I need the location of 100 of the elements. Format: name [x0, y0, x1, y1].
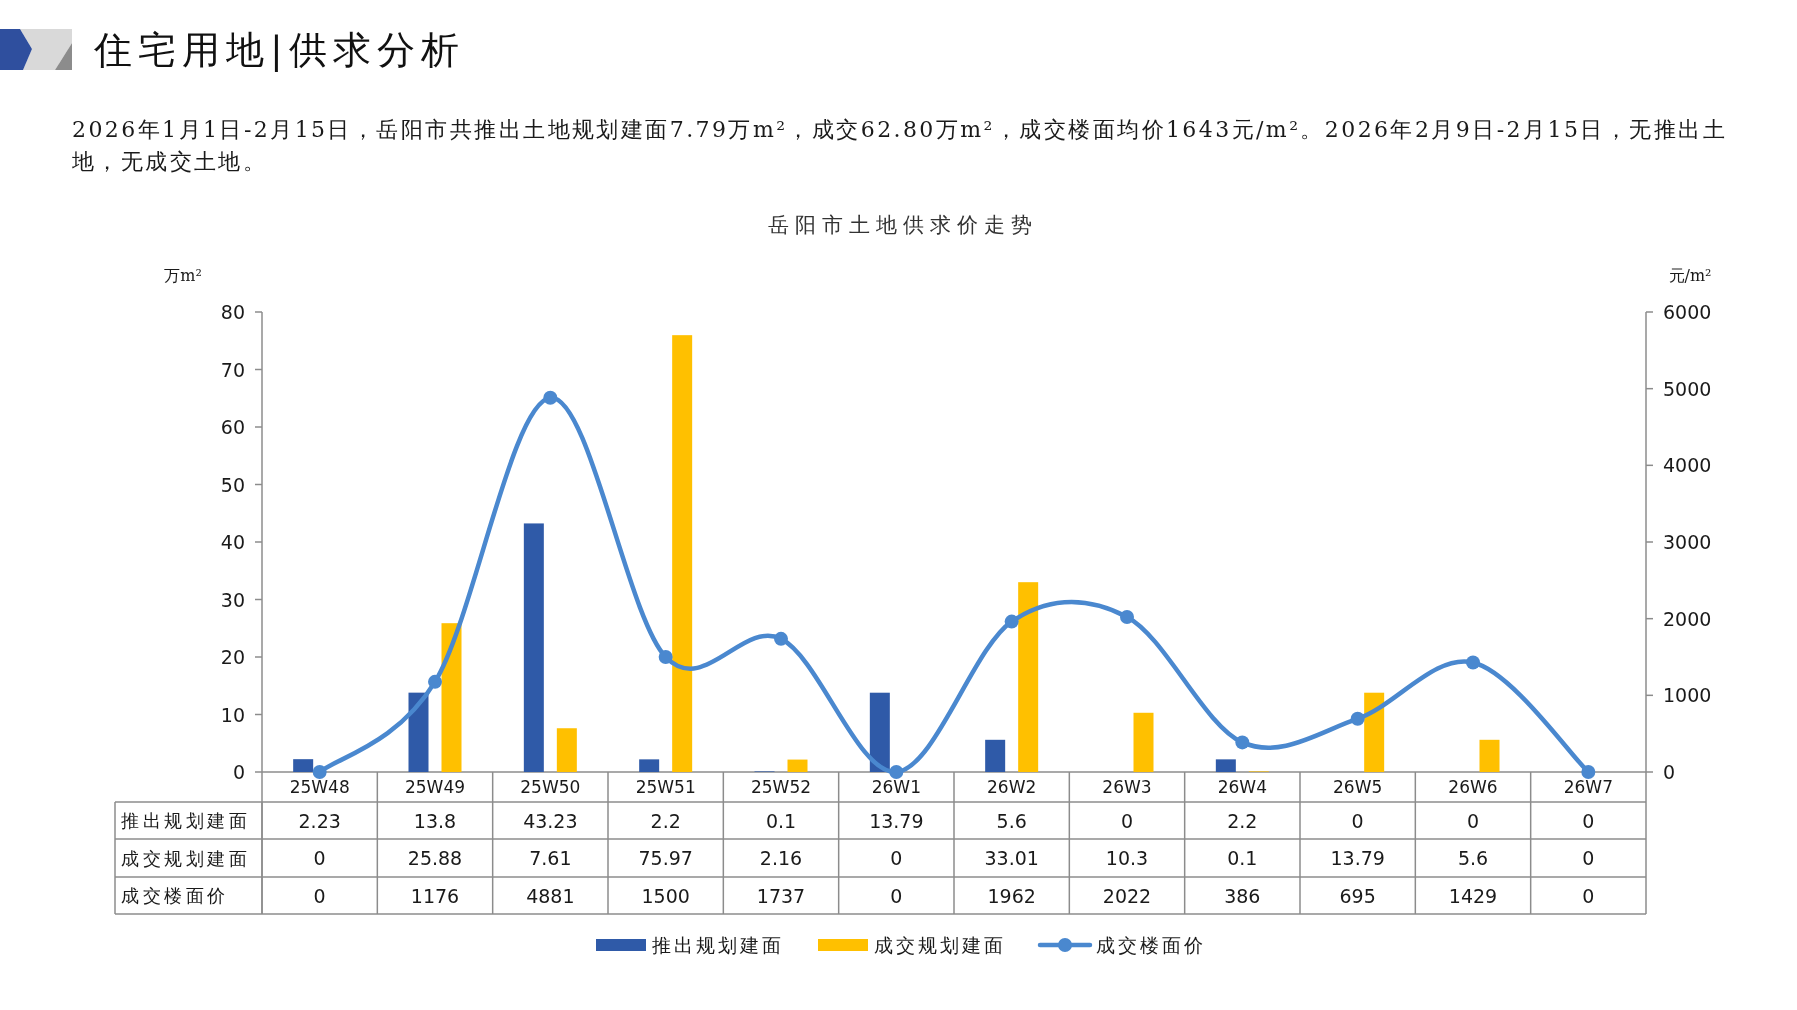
data-label: 1962 — [987, 884, 1036, 907]
y2-tick-label: 3000 — [1663, 531, 1712, 553]
data-label: 43.23 — [523, 809, 578, 832]
y-tick-label: 20 — [220, 646, 245, 668]
text: 成交规划建面 — [121, 847, 250, 869]
bar — [1133, 712, 1154, 772]
data-label: 13.79 — [1330, 847, 1385, 869]
text: 成交楼面价 — [121, 885, 229, 906]
bar — [408, 692, 429, 772]
text: 2026年1月1日-2月15日，岳阳市共推出土地规划建面7.79万m²，成交62.80万m²，成交楼面均价1643元/m²。2026年2月9日-2月15日，无推出土地，无成交土地。 — [72, 116, 1727, 176]
bar — [1364, 692, 1385, 772]
data-label: 0 — [1351, 809, 1364, 832]
data-label: 0 — [1582, 847, 1595, 869]
x-tick-label: 26W3 — [1102, 777, 1152, 797]
point — [1235, 735, 1250, 750]
point — [774, 631, 788, 646]
bar — [869, 692, 890, 772]
point — [1466, 655, 1480, 670]
chart-title: 住宅用地|供求分析 — [93, 28, 465, 72]
bar — [985, 739, 1006, 772]
y-tick-label: 80 — [220, 301, 245, 323]
data-label: 1737 — [756, 884, 806, 907]
x-tick-label: 26W1 — [871, 777, 921, 797]
data-label: 25.88 — [407, 847, 463, 869]
data-label: 0 — [890, 884, 903, 907]
x-tick-label: 26W5 — [1333, 777, 1383, 797]
point — [1120, 609, 1134, 624]
x-tick-label: 25W50 — [520, 777, 581, 797]
y2-tick-label: 4000 — [1663, 454, 1712, 477]
data-label: 0 — [1466, 809, 1480, 832]
bar — [293, 759, 314, 772]
data-label: 386 — [1224, 884, 1261, 907]
data-label: 1500 — [641, 884, 690, 907]
y-tick-label: 70 — [220, 358, 245, 381]
x-tick-label: 25W48 — [289, 777, 350, 797]
point — [1350, 711, 1365, 726]
bar — [1018, 582, 1039, 772]
bar — [556, 728, 577, 772]
y2-tick-label: 0 — [1663, 761, 1676, 783]
data-label: 0.1 — [765, 809, 797, 832]
data-label: 0 — [313, 884, 326, 907]
data-label: 7.61 — [529, 847, 572, 869]
data-label: 5.6 — [996, 809, 1027, 832]
data-label: 0 — [313, 847, 326, 869]
data-label: 13.8 — [413, 809, 457, 832]
point — [312, 765, 327, 779]
point — [428, 674, 442, 689]
y-tick-label: 40 — [220, 531, 245, 553]
point — [889, 765, 904, 779]
x-tick-label: 26W6 — [1448, 777, 1498, 797]
text: 推出规划建面 — [121, 810, 250, 831]
data-label: 2.2 — [650, 809, 681, 832]
data-label: 0 — [1582, 809, 1595, 832]
data-label: 2.2 — [1227, 809, 1258, 832]
bar — [523, 523, 544, 772]
data-label: 0 — [1120, 809, 1134, 832]
y2-tick-label: 1000 — [1663, 684, 1712, 707]
x-tick-label: 25W49 — [404, 777, 466, 797]
legend-label: 成交楼面价 — [1096, 934, 1206, 956]
y-axis-title: 万m² — [164, 265, 202, 285]
y2-axis-title: 元/m² — [1668, 265, 1712, 285]
data-label: 0 — [1582, 884, 1595, 907]
x-tick-label: 26W2 — [987, 777, 1037, 797]
bar — [1479, 739, 1500, 772]
data-label: 13.79 — [869, 809, 924, 832]
data-label: 33.01 — [984, 847, 1039, 869]
legend-label: 成交规划建面 — [874, 934, 1006, 956]
y2-tick-label: 5000 — [1663, 377, 1712, 400]
data-label: 75.97 — [638, 847, 693, 869]
x-tick-label: 26W4 — [1217, 777, 1267, 797]
y-tick-label: 0 — [232, 761, 245, 783]
data-label: 2.16 — [759, 847, 803, 869]
y-tick-label: 60 — [220, 416, 245, 438]
bar — [787, 759, 808, 772]
bar — [639, 759, 660, 772]
point — [658, 650, 673, 664]
data-label: 695 — [1339, 884, 1376, 907]
data-label: 1429 — [1448, 884, 1498, 907]
data-label: 1176 — [410, 884, 460, 907]
legend-label: 推出规划建面 — [652, 934, 784, 956]
y-tick-label: 30 — [220, 588, 245, 611]
y-tick-label: 10 — [220, 703, 245, 726]
point — [543, 390, 558, 405]
point — [1004, 614, 1019, 629]
data-label: 2.23 — [298, 809, 341, 832]
data-label: 4881 — [526, 884, 575, 907]
data-label: 5.6 — [1457, 847, 1489, 869]
data-label: 0.1 — [1227, 847, 1258, 869]
data-label: 10.3 — [1105, 847, 1149, 869]
bar — [672, 335, 693, 772]
y-tick-label: 50 — [220, 473, 245, 496]
x-tick-label: 25W51 — [635, 777, 696, 797]
data-label: 0 — [890, 847, 903, 869]
data-label: 2022 — [1102, 884, 1152, 907]
y2-tick-label: 6000 — [1663, 301, 1712, 323]
point — [1581, 765, 1596, 779]
y2-tick-label: 2000 — [1663, 607, 1712, 630]
bar — [441, 623, 462, 772]
bar — [1215, 759, 1236, 772]
x-tick-label: 26W7 — [1563, 777, 1613, 797]
